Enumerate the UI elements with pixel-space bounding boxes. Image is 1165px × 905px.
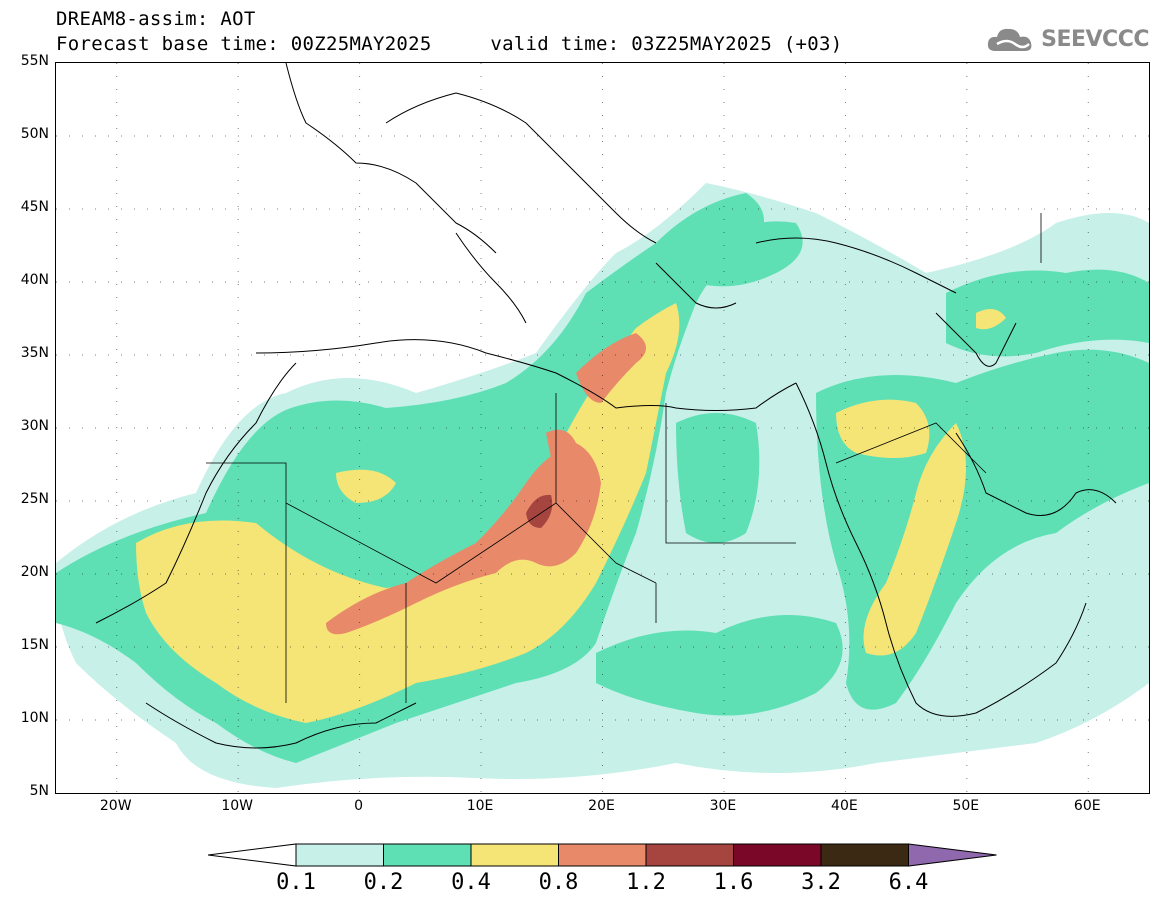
longitude-label: 30E (709, 798, 737, 814)
longitude-label: 60E (1073, 798, 1101, 814)
latitude-label: 55N (20, 53, 49, 69)
longitude-label: 10E (466, 798, 494, 814)
borders (206, 213, 1042, 703)
latitude-label: 30N (20, 418, 49, 434)
colorbar-label: 0.2 (363, 870, 404, 895)
colorbar-under-triangle (208, 843, 297, 867)
seevccc-logo: SEEVCCC (985, 22, 1149, 56)
graticule (56, 63, 1149, 793)
colorbar-swatch (820, 843, 909, 867)
colorbar-label: 0.8 (538, 870, 579, 895)
latitude-label: 10N (20, 710, 49, 726)
colorbar-swatch (295, 843, 384, 867)
map-canvas (56, 63, 1149, 793)
cloud-icon (988, 28, 1032, 51)
colorbar-label: 0.1 (276, 870, 316, 895)
colorbar-swatch (645, 843, 734, 867)
chart-subtitle: Forecast base time: 00Z25MAY2025 valid t… (56, 33, 843, 55)
colorbar-label: 3.2 (801, 870, 841, 895)
aot-field-1.2 (526, 494, 553, 528)
colorbar (208, 843, 997, 867)
latitude-label: 20N (20, 564, 49, 580)
chart-title: DREAM8-assim: AOT (56, 8, 256, 30)
colorbar-swatch (558, 843, 647, 867)
colorbar-label: 6.4 (888, 870, 929, 895)
logo-text: SEEVCCC (1041, 26, 1149, 52)
longitude-label: 20W (99, 798, 132, 814)
longitude-label: 10W (221, 798, 253, 814)
longitude-label: 20E (588, 798, 615, 814)
longitude-label: 40E (831, 798, 858, 814)
aot-field-0.4 (136, 303, 1006, 723)
colorbar-swatch (733, 843, 822, 867)
latitude-label: 15N (20, 637, 49, 653)
latitude-label: 50N (20, 126, 49, 142)
longitude-label: 0 (354, 798, 364, 814)
latitude-label: 45N (20, 199, 49, 215)
colorbar-label: 1.2 (626, 870, 666, 895)
latitude-label: 40N (20, 272, 49, 288)
colorbar-swatch (470, 843, 559, 867)
latitude-label: 5N (29, 783, 49, 799)
aot-field-0.8 (326, 333, 646, 635)
colorbar-over-triangle (908, 843, 997, 867)
colorbar-label: 1.6 (713, 870, 754, 895)
latitude-label: 35N (20, 345, 49, 361)
latitude-label: 25N (20, 491, 49, 507)
aot-map (55, 62, 1150, 794)
coastlines (95, 63, 1117, 749)
longitude-label: 50E (952, 798, 980, 814)
colorbar-swatch (383, 843, 472, 867)
colorbar-label: 0.4 (451, 870, 491, 895)
